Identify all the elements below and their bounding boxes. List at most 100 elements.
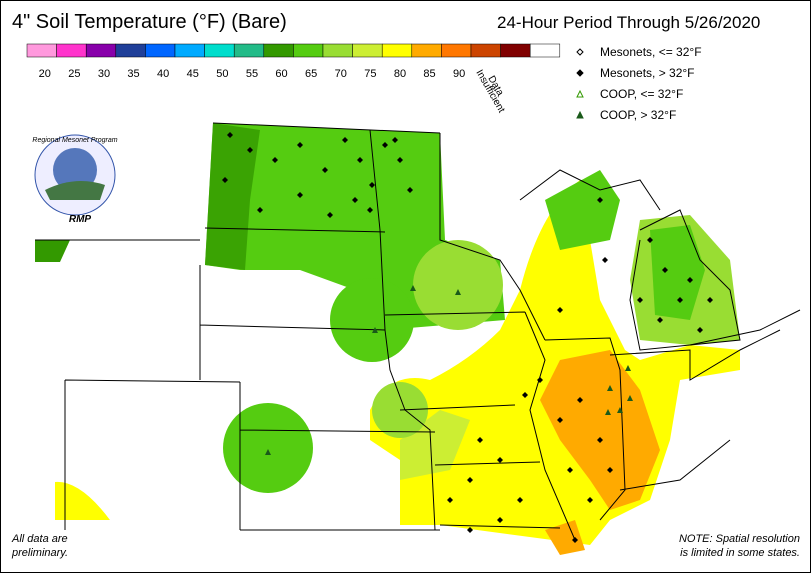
scale-label: 60 [275,68,287,80]
mesonet-point [327,212,333,218]
mesonet-point [597,197,603,203]
coop-point [265,449,271,455]
scale-label: 45 [187,68,199,80]
scale-label: 90 [453,68,465,80]
mesonet-point [572,537,578,543]
color-swatch [26,43,57,58]
legend-label: COOP, > 32°F [600,108,676,122]
scale-label: 70 [335,68,347,80]
mesonet-point [342,137,348,143]
scale-label: 40 [157,68,169,80]
legend-label: Mesonets, <= 32°F [600,45,702,59]
color-swatch [233,43,265,58]
scale-label: 80 [394,68,406,80]
color-swatch [322,43,353,58]
scale-label: 75 [364,68,376,80]
mesonet-point [607,467,613,473]
mesonet-point [222,177,228,183]
color-swatch [411,43,442,58]
legend-symbol [576,89,584,98]
scale-label: 85 [423,68,435,80]
logo-name: Regional Mesonet Program [32,137,117,144]
coop-point [410,285,416,291]
note-left: All data are [11,533,68,545]
mesonet-point [602,257,608,263]
mesonet-point [687,277,693,283]
legend: Mesonets, <= 32°F Mesonets, > 32°F COOP, <… [576,45,702,122]
mesonet-point [367,207,373,213]
color-swatch [174,43,205,58]
color-swatch [85,43,117,58]
legend-symbol [576,110,584,119]
mesonet-point [707,297,713,303]
mesonet-point [597,437,603,443]
mesonet-point [322,167,328,173]
mesonet-point [587,497,593,503]
mesonet-point [657,317,663,323]
mesonet-point [447,497,453,503]
color-swatch [56,43,87,58]
color-swatch [470,43,501,58]
mesonet-point [247,147,253,153]
mesonet-point [407,187,413,193]
mesonet-point [697,327,703,333]
mesonet-point [467,527,473,533]
scale-label: 65 [305,68,317,80]
color-swatch [263,43,294,58]
legend-symbol [576,48,584,56]
mesonet-point [392,137,398,143]
mesonet-point [557,417,563,423]
period: 24-Hour Period Through 5/26/2020 [497,13,760,32]
coop-point [617,407,623,413]
scale-label: 30 [98,68,110,80]
mesonet-point [577,397,583,403]
mesonet-point [557,307,563,313]
coop-point [605,409,611,415]
color-swatch [352,43,383,58]
legend-label: COOP, <= 32°F [600,87,683,101]
state-outlines [35,122,801,541]
mesonet-point [357,157,363,163]
notes: All data are preliminary. NOTE: Spatial … [11,533,800,559]
mesonet-point [397,157,403,163]
mesonet-point [297,192,303,198]
mesonet-point [272,157,278,163]
mesonet-point [647,237,653,243]
mesonet-point [497,517,503,523]
mesonet-point [477,437,483,443]
mesonet-point [227,132,233,138]
logo: Regional Mesonet Program RMP [32,134,118,225]
logo-abbr: RMP [69,214,92,225]
mesonet-point [567,467,573,473]
mesonet-point [257,207,263,213]
scale-label: 55 [246,68,258,80]
mesonet-point [637,297,643,303]
color-swatch [381,43,413,58]
color-swatch [500,43,531,58]
mesonet-point [467,477,473,483]
scale-label: 35 [127,68,139,80]
note-right: NOTE: Spatial resolution [679,533,800,545]
mesonet-point [677,297,683,303]
legend-label: Mesonets, > 32°F [600,66,695,80]
coop-point [625,365,631,371]
mesonet-point [382,142,388,148]
mesonet-point [522,392,528,398]
mesonet-point [369,182,375,188]
station-points [222,132,713,543]
note-left: preliminary. [11,547,68,559]
color-swatch [529,43,561,58]
mesonet-point [662,267,668,273]
color-swatch [115,43,146,58]
color-swatch [441,43,472,58]
scale-label: 25 [68,68,80,80]
coop-point [627,395,633,401]
coop-point [607,385,613,391]
title: 4" Soil Temperature (°F) (Bare) [12,11,287,33]
mesonet-point [497,457,503,463]
color-swatch [204,43,235,58]
legend-symbol [576,69,584,77]
note-right: is limited in some states. [680,547,800,559]
coop-point [455,289,461,295]
